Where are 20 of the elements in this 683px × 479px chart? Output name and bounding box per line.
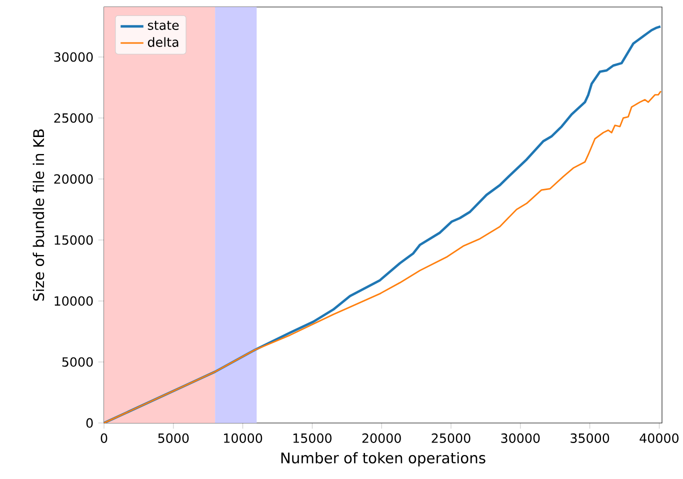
y-tick-label: 30000 xyxy=(54,52,93,62)
y-axis-title: Size of bundle file in KB xyxy=(32,129,44,301)
y-tick-label: 20000 xyxy=(54,174,93,184)
y-tick-label: 10000 xyxy=(54,296,93,306)
x-tick-label: 10000 xyxy=(224,433,262,443)
y-tick-label: 5000 xyxy=(62,357,93,367)
x-axis-title: Number of token operations xyxy=(281,452,486,466)
y-tick-label: 0 xyxy=(86,418,93,428)
x-tick-label: 40000 xyxy=(640,433,679,443)
x-tick-label: 15000 xyxy=(293,433,332,443)
y-tick-label: 15000 xyxy=(54,235,93,245)
x-tick-label: 30000 xyxy=(501,433,540,443)
y-tick-label: 25000 xyxy=(54,113,93,123)
legend-label: state xyxy=(148,20,179,30)
x-tick-label: 0 xyxy=(100,433,108,443)
x-tick-label: 5000 xyxy=(158,433,189,443)
legend-label: delta xyxy=(148,37,178,47)
x-tick-label: 20000 xyxy=(362,433,401,443)
x-tick-label: 25000 xyxy=(432,433,470,443)
x-tick-label: 35000 xyxy=(570,433,610,443)
